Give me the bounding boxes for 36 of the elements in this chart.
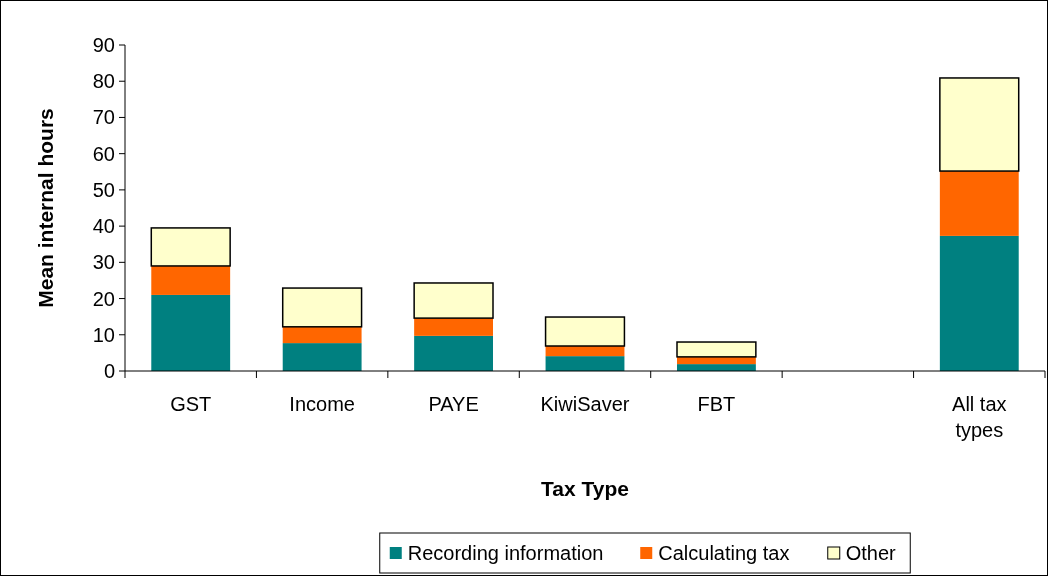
x-tick-label: PAYE [428,393,479,415]
legend-label: Recording information [407,542,604,564]
y-tick-label: 40 [92,215,115,238]
bar [151,294,231,371]
x-tick-label: GST [170,393,212,415]
bar [544,316,626,347]
bar [414,335,493,371]
x-tick-label: FBT [697,393,736,415]
x-tick-label: Income [289,393,355,415]
bar [151,265,231,295]
y-tick-label: 90 [92,34,115,56]
legend-label: Calculating tax [658,542,790,564]
y-tick-label: 80 [92,70,115,93]
bar [413,282,494,319]
bar [282,343,362,371]
bar [414,318,493,336]
bar [545,356,625,371]
y-tick-label: 50 [92,178,115,201]
y-tick-label: 10 [92,323,115,346]
x-tick-label: All tax types [952,393,1007,441]
bar [939,77,1020,172]
y-tick-label: 30 [92,251,115,274]
bar [150,227,231,267]
x-tick-label: KiwiSaver [540,393,630,415]
bar [676,341,757,358]
bar [939,235,1019,371]
bar [282,326,362,344]
y-tick-label: 70 [92,106,115,129]
y-tick-label: 20 [92,287,115,310]
bar [281,287,363,328]
y-axis-title: Mean internal hours [34,108,57,308]
y-tick-label: 60 [92,142,115,165]
y-tick-label: 0 [103,360,115,382]
x-axis-title: Tax Type [541,477,629,500]
legend-label: Other [845,542,897,564]
bar [939,171,1019,236]
